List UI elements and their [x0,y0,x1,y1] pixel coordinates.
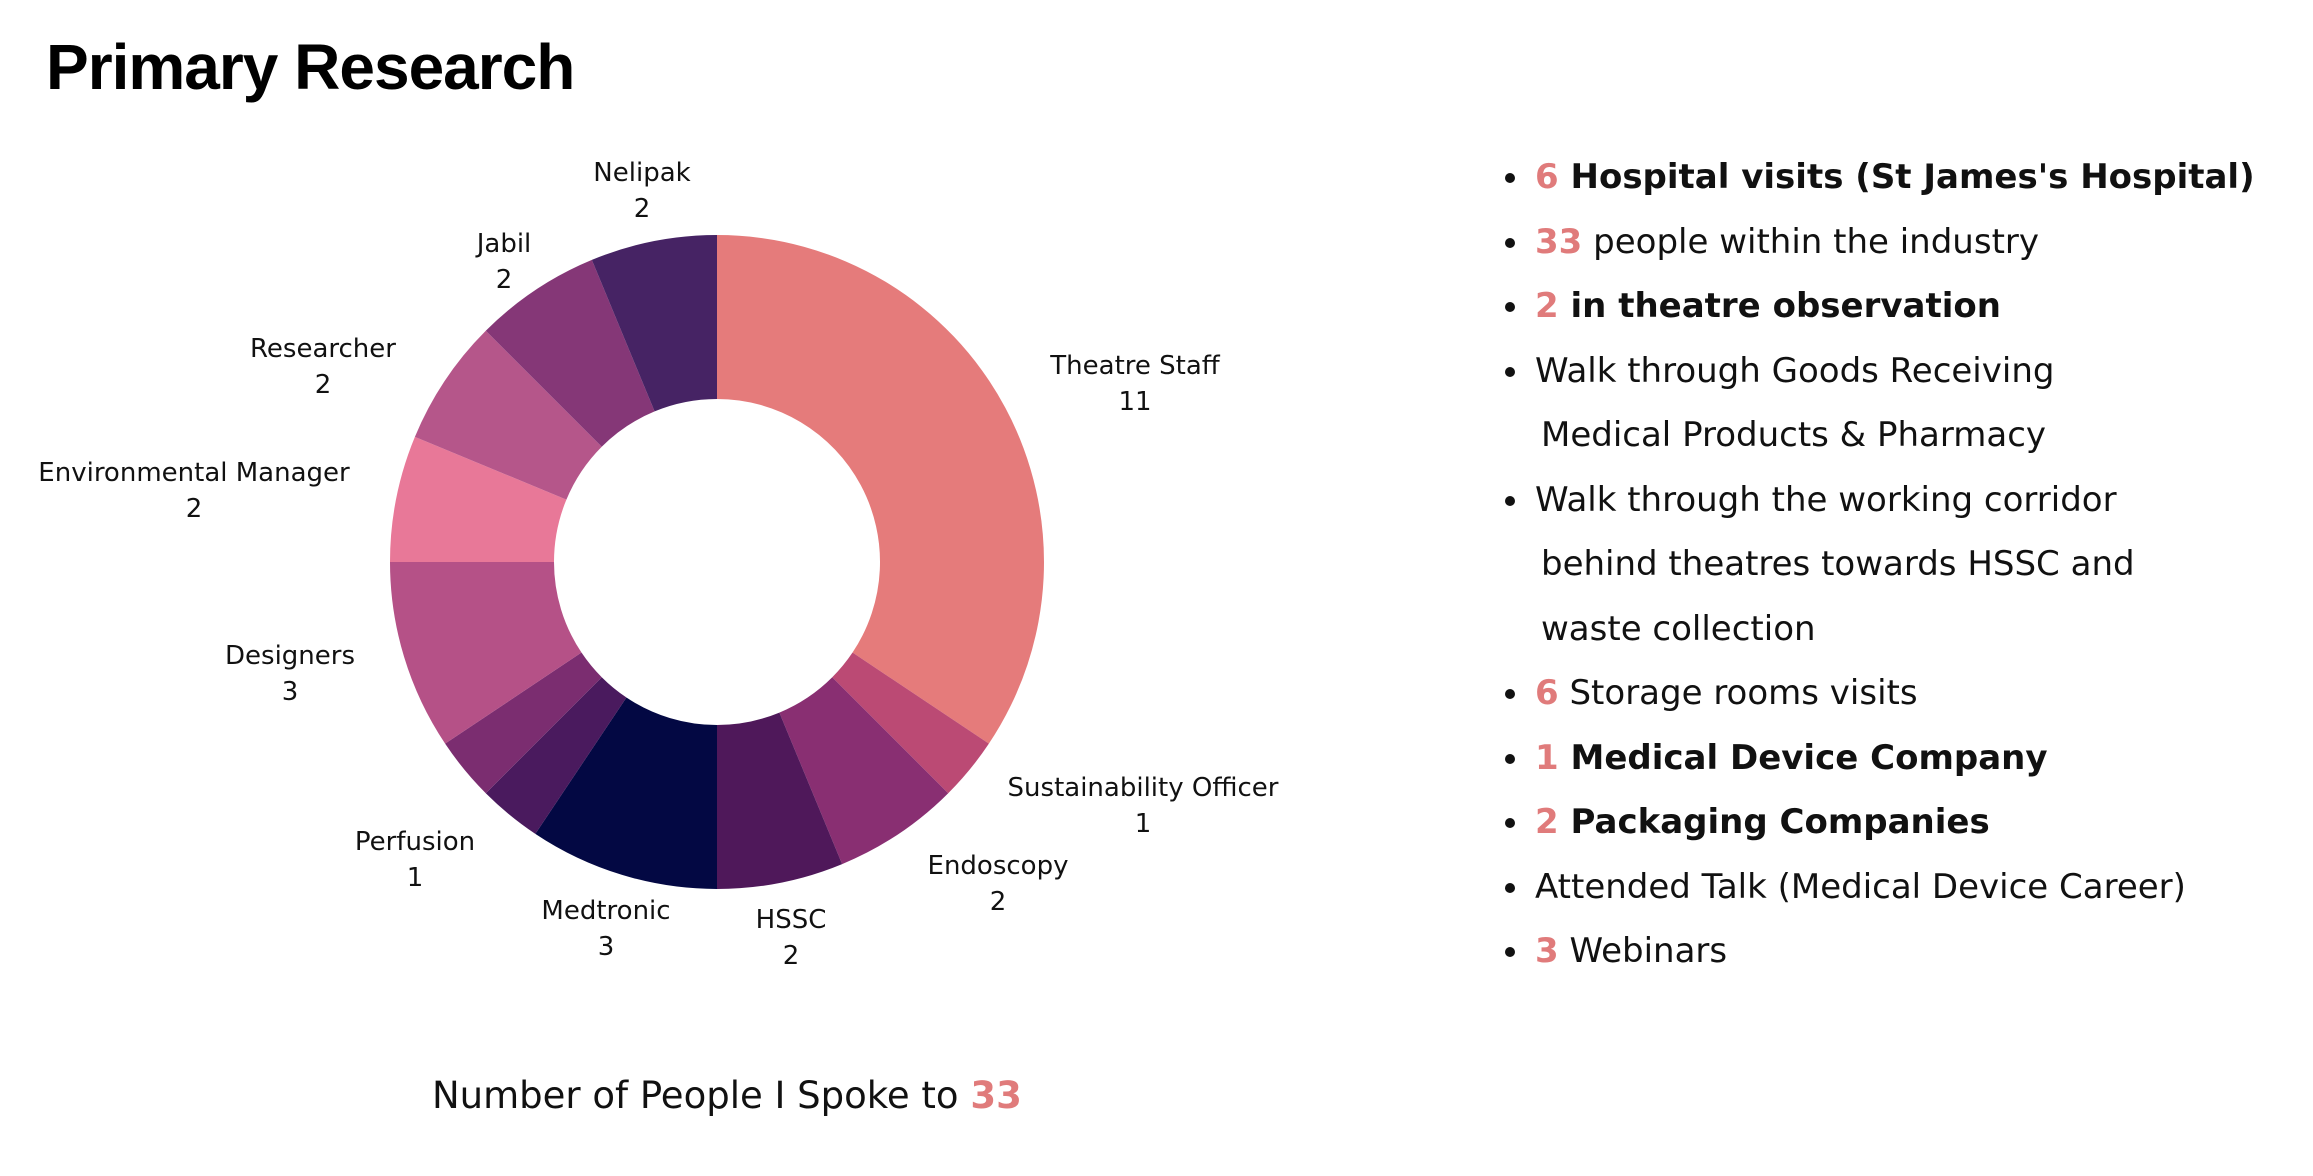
list-item-content: 6 Storage rooms visits [1535,661,1918,726]
slice-researcher-9 [414,330,602,500]
list-item-text: Webinars [1558,931,1728,971]
slice-theatre-staff-0 [717,235,1045,744]
label-hssc: HSSC 2 [756,902,827,974]
slice-endoscopy-2 [779,677,949,865]
label-value: 3 [281,677,299,707]
label-value: 1 [406,863,424,893]
label-perfusion: Perfusion 1 [355,824,475,896]
slice-designers-7 [390,562,582,744]
page-title: Primary Research [46,31,575,103]
caption-number: 33 [970,1074,1022,1117]
label-medtronic: Medtronic 3 [541,893,670,965]
list-item-number: 33 [1535,221,1583,262]
label-name: Designers [225,641,355,671]
label-value: 2 [633,194,651,224]
label-value: 3 [597,932,615,962]
list-item-text: Walk through the working corridor [1535,479,2117,520]
list-item-content: 2 in theatre observation [1535,274,2001,339]
label-name: Sustainability Officer [1007,773,1279,803]
label-value: 2 [989,887,1007,917]
slice-jabil-10 [485,259,655,447]
label-endoscopy: Endoscopy 2 [928,848,1069,920]
list-item-number: 1 [1535,737,1559,778]
label-sustainability-officer: Sustainability Officer 1 [1008,770,1279,842]
list-item-number: 2 [1535,802,1559,842]
bullet-dot-icon [1505,689,1515,699]
label-name: Theatre Staff [1050,351,1220,381]
list-item-content: 2 Packaging Companies [1535,790,1990,855]
slice-environmental-manager-8 [390,436,567,562]
list-item-text: Hospital visits (St James's Hospital) [1558,157,2255,197]
list-item-number: 2 [1535,286,1559,326]
list-item-text: in theatre observation [1558,286,2001,326]
list-item-text: Medical Device Company [1558,737,2048,778]
label-nelipak: Nelipak 2 [593,155,690,227]
bullet-dot-icon [1505,495,1515,506]
list-item-text: behind theatres towards HSSC and [1541,544,2135,584]
caption-text: Number of People I Spoke to [432,1074,971,1117]
bullet-dot-icon [1505,882,1515,893]
list-item-text: Attended Talk (Medical Device Career) [1535,866,2186,907]
list-item-content: Medical Products & Pharmacy [1541,403,2046,468]
list-item-content: Attended Talk (Medical Device Career) [1535,855,2186,920]
list-item-content: 6 Hospital visits (St James's Hospital) [1535,145,2255,210]
bullet-dot-icon [1505,237,1515,248]
list-item-content: Walk through Goods Receiving [1535,339,2054,404]
label-value: 2 [782,941,800,971]
list-item-text: Medical Products & Pharmacy [1541,415,2047,455]
label-name: Endoscopy [927,851,1069,881]
slice-hssc-3 [717,712,843,890]
label-value: 2 [314,370,332,400]
label-value: 2 [495,265,513,295]
label-value: 11 [1118,387,1152,417]
list-item-content: behind theatres towards HSSC and [1541,532,2135,597]
label-name: Perfusion [354,827,476,857]
bullet-dot-icon [1505,366,1515,377]
list-item-number: 6 [1535,157,1559,197]
slice-nelipak-11 [591,235,717,412]
slice-sustainability-officer-1 [832,652,989,794]
list-item-number: 6 [1535,673,1559,713]
label-name: Medtronic [541,896,671,926]
bullet-dot-icon [1505,818,1515,828]
label-name: Jabil [476,229,532,259]
label-name: Researcher [250,334,396,364]
label-researcher: Researcher 2 [250,331,396,403]
donut-chart [390,235,1045,890]
bullet-dot-icon [1505,947,1515,957]
label-value: 2 [185,494,203,524]
slice-perfusion-6 [445,652,602,794]
people-count-caption: Number of People I Spoke to 33 [432,1074,1022,1117]
slice-perfusion-5 [485,677,627,834]
label-name: HSSC [755,905,827,935]
list-item-number: 3 [1535,931,1559,971]
list-item-text: Walk through Goods Receiving [1535,350,2055,391]
list-item-text: waste collection [1541,608,1816,649]
list-item-text: people within the industry [1582,221,2040,262]
label-theatre-staff: Theatre Staff 11 [1050,348,1219,420]
label-value: 1 [1134,809,1152,839]
list-item-text: Storage rooms visits [1558,673,1918,713]
bullet-dot-icon [1505,173,1515,183]
list-item-content: waste collection [1541,597,1816,662]
list-item-text: Packaging Companies [1558,802,1990,842]
list-item-content: 33 people within the industry [1535,210,2039,275]
slice-medtronic-4 [535,697,717,890]
bullet-dot-icon [1505,753,1515,764]
label-environmental-manager: Environmental Manager 2 [38,455,349,527]
list-item-content: 3 Webinars [1535,919,1727,984]
label-jabil: Jabil 2 [477,226,532,298]
label-name: Nelipak [593,158,691,188]
list-item-content: Walk through the working corridor [1535,468,2117,533]
list-item-content: 1 Medical Device Company [1535,726,2048,791]
label-name: Environmental Manager [38,458,350,488]
bullet-dot-icon [1505,302,1515,312]
label-designers: Designers 3 [225,638,355,710]
